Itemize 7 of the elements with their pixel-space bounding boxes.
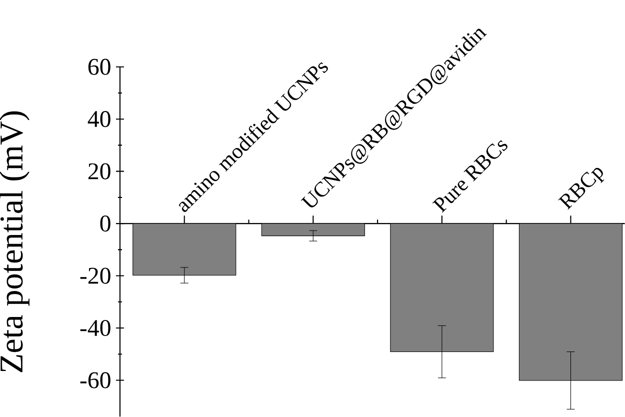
y-tick-label: -40 [80, 320, 110, 336]
y-tick-label: 40 [88, 111, 110, 128]
y-tick-label: 0 [100, 216, 110, 232]
y-tick-label: -20 [80, 268, 110, 284]
y-tick-label: 20 [88, 163, 110, 180]
y-tick-label: -60 [80, 372, 110, 388]
y-tick-label: 60 [88, 58, 110, 76]
